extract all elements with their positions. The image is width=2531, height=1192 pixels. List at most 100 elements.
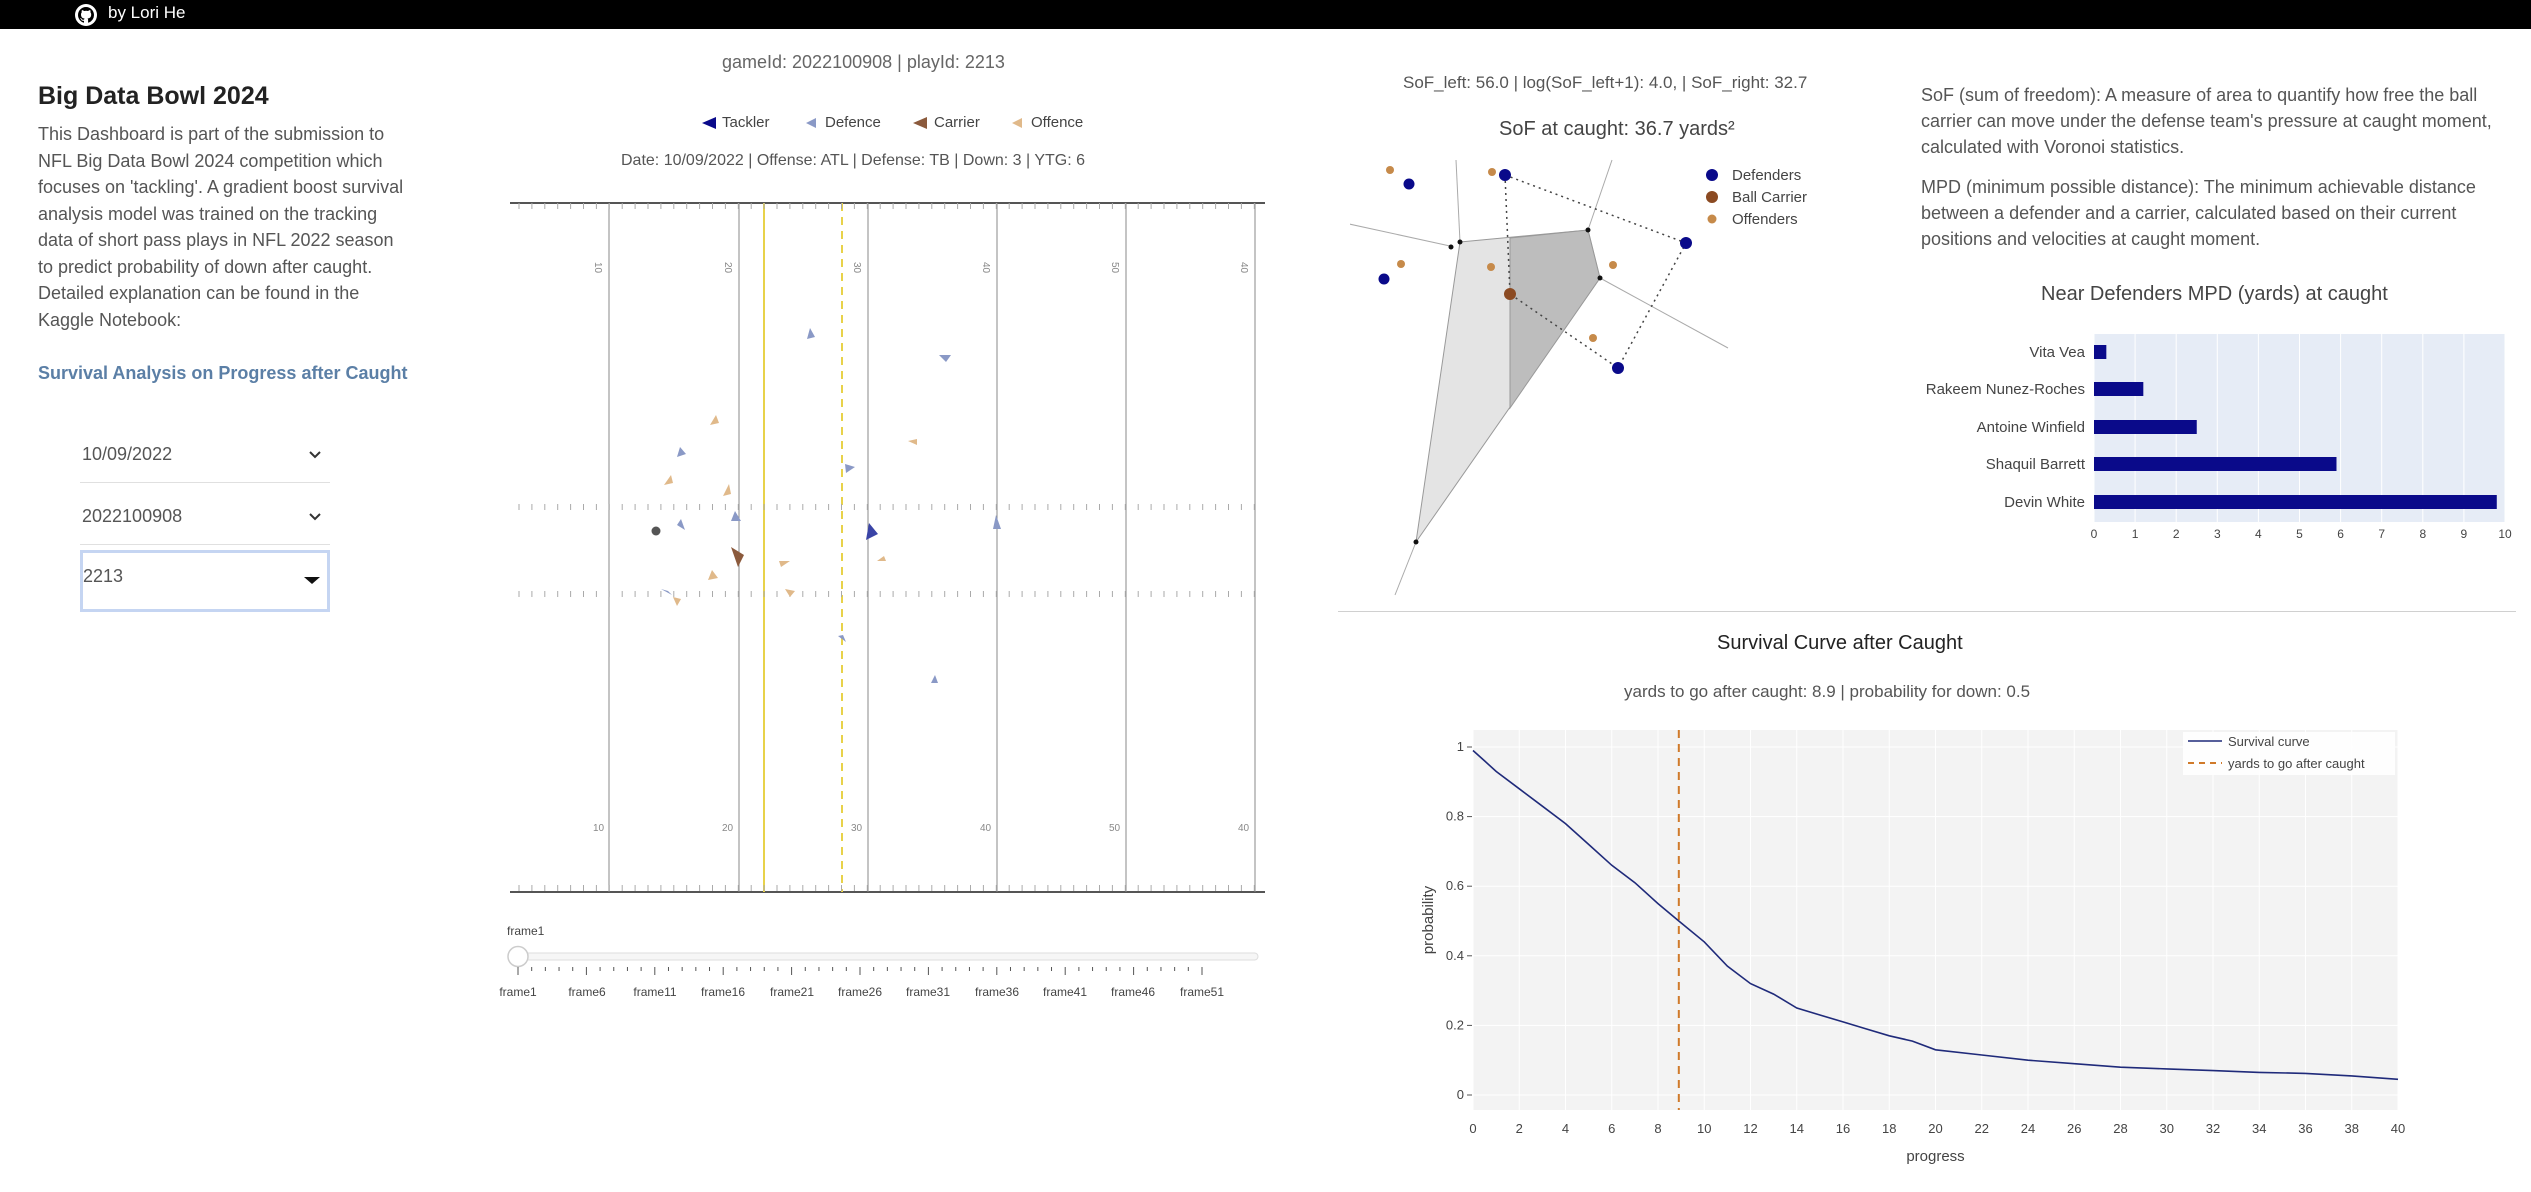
slider-tick-label: frame21	[770, 985, 814, 999]
survival-x-tick-label: 22	[1975, 1121, 1989, 1136]
frame-slider[interactable]: frame1 frame6 frame11 frame16 frame21 fr…	[495, 940, 1285, 1002]
legend-yards-to-go: yards to go after caught	[2228, 756, 2365, 771]
survival-y-tick-label: 0.2	[1446, 1017, 1464, 1032]
survival-y-tick-labels: 0 0.2 0.4 0.6 0.8 1	[1446, 739, 1464, 1102]
offence-players	[664, 415, 917, 606]
notebook-link[interactable]: Survival Analysis on Progress after Caug…	[38, 363, 408, 383]
offence-player	[673, 597, 681, 606]
field-legend: Tackler Defence Carrier Offence	[700, 112, 1100, 134]
play-ids-line: gameId: 2022100908 | playId: 2213	[722, 52, 1005, 72]
ball-carrier-marker	[731, 547, 744, 567]
offence-player	[664, 475, 673, 485]
slider-tick-label: frame26	[838, 985, 882, 999]
survival-x-tick-label: 2	[1516, 1121, 1523, 1136]
carrier-sof-region	[1509, 229, 1601, 410]
slider-tick-labels: frame1 frame6 frame11 frame16 frame21 fr…	[499, 985, 1224, 999]
yard-number-bottom: 40	[1238, 823, 1250, 834]
chevron-down-icon	[309, 513, 321, 521]
sof-voronoi-plot[interactable]: Defenders Ball Carrier Offenders	[1350, 150, 1870, 600]
github-icon[interactable]	[74, 3, 98, 27]
slider-tick-label: frame31	[906, 985, 950, 999]
sof-title: SoF at caught: 36.7 yards²	[1499, 118, 1735, 140]
legend-offence[interactable]: Offence	[1031, 114, 1084, 131]
survival-x-axis-label: progress	[1906, 1148, 1964, 1165]
yard-number-top: 30	[851, 262, 862, 274]
offence-player	[877, 556, 886, 561]
mpd-x-tick-label: 1	[2132, 527, 2139, 541]
voronoi-edges	[1350, 159, 1729, 596]
survival-x-tick-label: 40	[2391, 1121, 2405, 1136]
mpd-bar	[2094, 495, 2497, 509]
definitions-panel: SoF (sum of freedom): A measure of area …	[1921, 82, 2501, 266]
survival-curve-line	[1472, 749, 2399, 1081]
slider-tick-label: frame1	[499, 985, 537, 999]
legend-offenders-marker	[1707, 214, 1717, 224]
section-divider	[1338, 611, 2516, 612]
survival-x-tick-labels: 0 2 4 6 8 10 12 14 16 18 20 22 24 26 28 30 32 34 36 38 40	[1469, 1121, 2405, 1136]
game-id-dropdown-value: 2022100908	[82, 506, 183, 526]
offender-point	[1397, 260, 1405, 268]
play-id-dropdown[interactable]: 2213	[80, 550, 330, 612]
survival-curve-chart[interactable]: 00.20.40.60.81 0 2 4 6 8 10 12 14 16 18 20 22 24 26 28…	[1400, 715, 2420, 1175]
mpd-category-label: Rakeem Nunez-Roches	[1926, 381, 2085, 398]
chevron-down-icon	[309, 451, 321, 459]
yard-number-top: 20	[722, 262, 733, 274]
mpd-bar	[2094, 382, 2144, 396]
legend-carrier[interactable]: Carrier	[934, 114, 980, 131]
mpd-x-tick-label: 5	[2296, 527, 2303, 541]
slider-tick-label: frame51	[1180, 985, 1224, 999]
offence-player	[908, 439, 917, 445]
survival-x-tick-label: 34	[2252, 1121, 2266, 1136]
offender-point	[1609, 261, 1617, 269]
sof-stats-line: SoF_left: 56.0 | log(SoF_left+1): 4.0, |…	[1403, 73, 1808, 92]
legend-defence[interactable]: Defence	[825, 114, 881, 131]
hash-marks-middle-2	[518, 591, 1255, 597]
offender-point	[1589, 334, 1597, 342]
survival-x-tick-label: 16	[1836, 1121, 1850, 1136]
legend-offenders: Offenders	[1732, 211, 1798, 228]
voronoi-vertices	[1413, 227, 1603, 545]
defence-player	[931, 675, 938, 683]
author-label[interactable]: by Lori He	[108, 3, 186, 22]
yard-number-top: 10	[592, 262, 603, 274]
survival-gridlines	[1467, 730, 2399, 1110]
offence-player	[708, 570, 718, 580]
mpd-x-tick-labels: 0 1 2 3 4 5 6 7 8 9 10	[2091, 527, 2512, 541]
caret-down-icon	[304, 577, 320, 584]
mpd-bars	[2094, 345, 2497, 509]
top-bar: by Lori He	[0, 0, 2531, 29]
defence-player	[677, 447, 686, 457]
survival-x-tick-label: 18	[1882, 1121, 1896, 1136]
offence-legend-icon	[1012, 118, 1022, 128]
defence-player	[939, 355, 951, 362]
defence-player	[807, 328, 815, 339]
mpd-x-tick-label: 4	[2255, 527, 2262, 541]
mpd-category-label: Antoine Winfield	[1977, 419, 2085, 436]
date-dropdown[interactable]: 10/09/2022	[80, 429, 330, 483]
mpd-x-tick-label: 8	[2419, 527, 2426, 541]
slider-track[interactable]	[512, 952, 1259, 961]
mpd-bar-chart[interactable]: Vita Vea Rakeem Nunez-Roches Antoine Winfi…	[1880, 320, 2520, 550]
survival-x-tick-label: 20	[1928, 1121, 1942, 1136]
carrier-legend-icon	[913, 117, 927, 129]
offence-player	[723, 484, 731, 496]
offender-point	[1488, 168, 1496, 176]
game-id-dropdown[interactable]: 2022100908	[80, 491, 330, 545]
legend-defenders: Defenders	[1732, 167, 1801, 184]
ball-carrier-point	[1504, 288, 1516, 300]
survival-legend-box	[2183, 732, 2395, 775]
defence-player	[677, 519, 685, 530]
survival-x-tick-label: 24	[2021, 1121, 2035, 1136]
tackler-legend-icon	[702, 117, 716, 129]
slider-handle[interactable]	[507, 945, 529, 968]
yard-number-bottom: 10	[593, 823, 605, 834]
yard-number-bottom: 40	[980, 823, 992, 834]
yard-number-bottom: 50	[1109, 823, 1121, 834]
play-id-dropdown-value: 2213	[83, 566, 124, 586]
legend-ball-carrier: Ball Carrier	[1732, 189, 1807, 206]
survival-x-tick-label: 30	[2160, 1121, 2174, 1136]
hash-marks-middle-1	[518, 504, 1255, 510]
dashboard-description: This Dashboard is part of the submission…	[38, 124, 404, 330]
legend-tackler[interactable]: Tackler	[722, 114, 770, 131]
field-plot[interactable]: 10 20 30 40 50 40 10 20 30 40 50 40	[505, 195, 1270, 905]
